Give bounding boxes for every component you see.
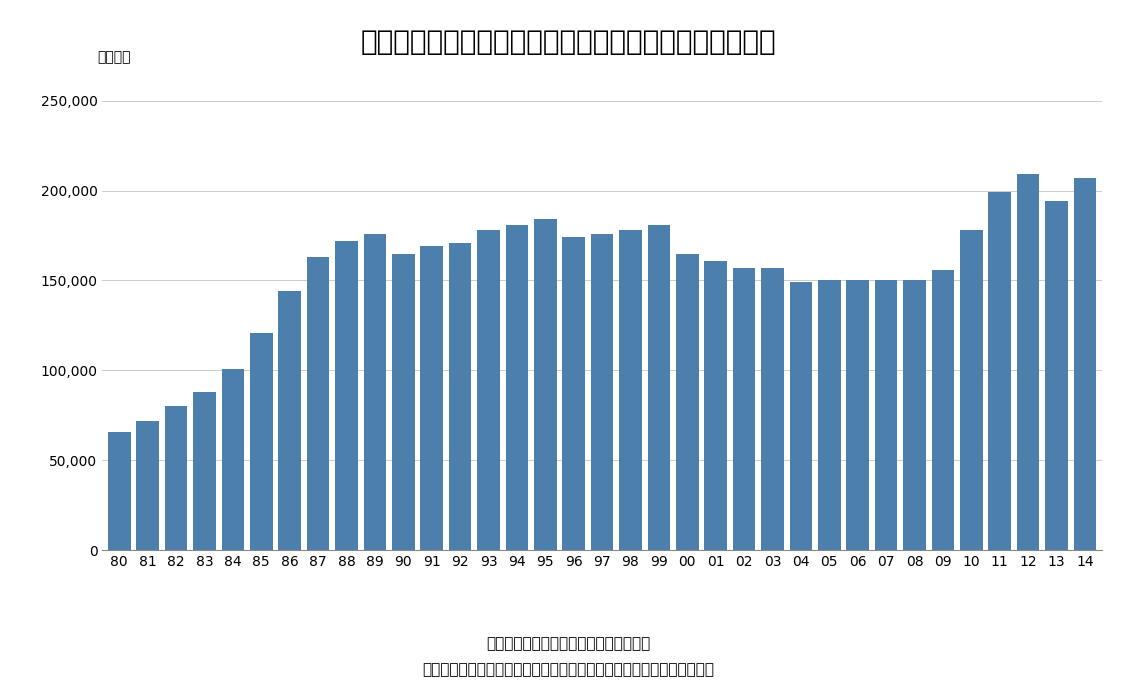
Bar bbox=[591, 234, 613, 550]
Bar bbox=[733, 268, 755, 550]
Bar bbox=[846, 281, 869, 550]
Bar bbox=[818, 281, 841, 550]
Bar bbox=[1017, 174, 1039, 550]
Bar bbox=[903, 281, 926, 550]
Text: グラフ４　生保業界の個人保険からの保険料収入の推移: グラフ４ 生保業界の個人保険からの保険料収入の推移 bbox=[360, 28, 776, 56]
Text: （期間）途中から民間生保に加わった「かんぽ生命」の数値は含まない: （期間）途中から民間生保に加わった「かんぽ生命」の数値は含まない bbox=[421, 662, 715, 677]
Bar bbox=[165, 407, 187, 550]
Bar bbox=[136, 421, 159, 550]
Bar bbox=[278, 291, 301, 550]
Bar bbox=[108, 431, 131, 550]
Bar bbox=[250, 333, 273, 550]
Bar bbox=[875, 281, 897, 550]
Bar bbox=[335, 241, 358, 550]
Bar bbox=[562, 237, 585, 550]
Bar bbox=[988, 193, 1011, 550]
Text: （資料）生保協会の統計データより作成: （資料）生保協会の統計データより作成 bbox=[486, 636, 650, 652]
Bar bbox=[477, 230, 500, 550]
Bar bbox=[222, 369, 244, 550]
Bar bbox=[761, 268, 784, 550]
Bar bbox=[704, 261, 727, 550]
Text: （億円）: （億円） bbox=[98, 50, 131, 64]
Bar bbox=[449, 243, 471, 550]
Bar bbox=[619, 230, 642, 550]
Bar bbox=[506, 225, 528, 550]
Bar bbox=[307, 257, 329, 550]
Bar bbox=[648, 225, 670, 550]
Bar bbox=[932, 270, 954, 550]
Bar bbox=[960, 230, 983, 550]
Bar bbox=[1074, 178, 1096, 550]
Bar bbox=[193, 392, 216, 550]
Bar bbox=[676, 253, 699, 550]
Bar bbox=[790, 282, 812, 550]
Bar bbox=[1045, 202, 1068, 550]
Bar bbox=[364, 234, 386, 550]
Bar bbox=[534, 219, 557, 550]
Bar bbox=[392, 253, 415, 550]
Bar bbox=[420, 246, 443, 550]
